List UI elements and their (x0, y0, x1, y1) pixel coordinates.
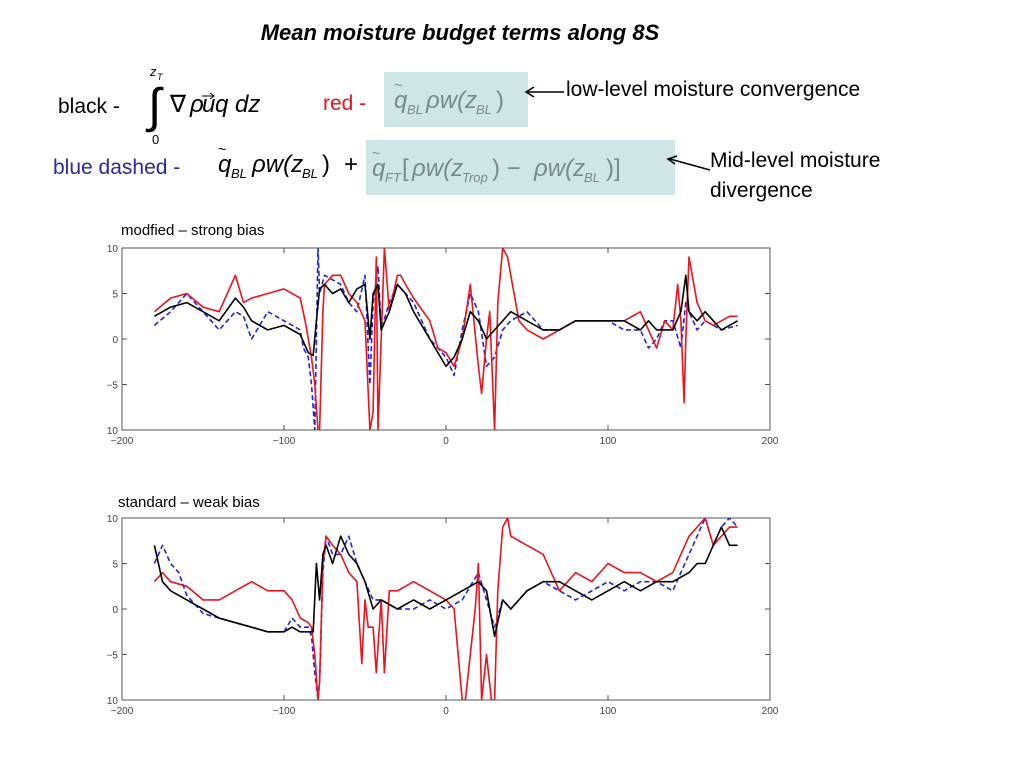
svg-text:∫: ∫ (145, 80, 164, 133)
svg-text:q: q (394, 87, 408, 114)
series-red-line (153, 248, 738, 430)
svg-text:0: 0 (152, 132, 159, 146)
mid-level-note: Mid-level moisture divergence (710, 149, 881, 202)
x-tick-label: 200 (762, 436, 779, 447)
arrow-icon (666, 155, 711, 171)
y-tick-label: 10 (107, 244, 119, 255)
arrow-icon (524, 86, 564, 98)
plot-frame (121, 247, 771, 431)
svg-text:ρw(z: ρw(z (251, 151, 303, 178)
svg-text:q dz: q dz (215, 91, 260, 118)
y-tick-label: 10 (107, 696, 119, 707)
svg-text:ρ: ρ (189, 91, 204, 118)
svg-text:q: q (372, 155, 386, 182)
svg-text:BL: BL (231, 166, 247, 181)
svg-text:~: ~ (218, 141, 226, 157)
equation-blue-part1: q ~ BL ρw(z BL ) + (218, 141, 358, 181)
series-black-line (153, 526, 738, 638)
svg-text:BL: BL (407, 102, 423, 117)
y-tick-label: −5 (107, 381, 119, 392)
legend-black-label: black - (58, 95, 120, 118)
equation-blue-box: q ~ FT [ ρw(z Trop ) − ρw(z BL )] (366, 140, 675, 195)
page-title: Mean moisture budget terms along 8S (260, 20, 660, 45)
equation-red-box: q ~ BL ρw(z BL ) (384, 72, 528, 127)
y-tick-label: 0 (112, 335, 118, 346)
series-blue-line (153, 248, 738, 430)
svg-text:q: q (218, 151, 232, 178)
x-tick-label: −200 (111, 436, 134, 447)
plot-frame (121, 517, 771, 701)
x-tick-label: −100 (273, 706, 296, 717)
low-level-note: low-level moisture convergence (566, 78, 861, 101)
chart-1-title: modfied – strong bias (121, 222, 265, 239)
svg-text:Trop: Trop (462, 170, 488, 185)
svg-text:ρw(z: ρw(z (425, 87, 477, 114)
svg-text:): ) (322, 151, 330, 178)
y-tick-label: 10 (107, 514, 119, 525)
svg-text:[: [ (402, 155, 409, 182)
svg-text:~: ~ (394, 77, 402, 93)
y-tick-label: 10 (107, 426, 119, 437)
y-tick-label: 0 (112, 605, 118, 616)
svg-text:+: + (344, 151, 358, 178)
svg-text:z: z (149, 64, 157, 79)
x-tick-label: 200 (762, 706, 779, 717)
equation-black: z T ∫ 0 ∇ ρ u q dz (145, 64, 260, 146)
chart-strong-bias: −200 −100 0 100 200 10 5 0 −5 10 (107, 244, 779, 447)
series-red-line (153, 518, 738, 700)
svg-text:) −: ) − (492, 155, 521, 182)
svg-text:~: ~ (372, 145, 380, 161)
legend-red-label: red - (323, 92, 367, 115)
svg-text:ρw(z: ρw(z (411, 155, 463, 182)
y-tick-label: 5 (112, 290, 118, 301)
x-tick-label: 100 (600, 436, 617, 447)
series-black-line (154, 274, 738, 368)
x-tick-label: 0 (443, 436, 449, 447)
y-tick-label: 5 (112, 560, 118, 571)
y-tick-label: −5 (107, 651, 119, 662)
x-tick-label: −100 (273, 436, 296, 447)
svg-text:FT: FT (385, 170, 402, 185)
svg-text:BL: BL (476, 102, 492, 117)
svg-text:T: T (157, 72, 164, 82)
svg-text:): ) (496, 87, 504, 114)
svg-text:ρw(z: ρw(z (533, 155, 585, 182)
svg-text:∇: ∇ (169, 91, 187, 118)
x-tick-label: 100 (600, 706, 617, 717)
svg-text:)]: )] (606, 155, 621, 182)
svg-text:BL: BL (584, 170, 600, 185)
x-tick-label: −200 (111, 706, 134, 717)
chart-2-title: standard – weak bias (118, 494, 260, 511)
legend-blue-label: blue dashed - (53, 156, 181, 179)
svg-text:BL: BL (302, 166, 318, 181)
series-blue-line (153, 518, 739, 700)
chart-weak-bias: −200 −100 0 100 200 10 5 0 −5 10 (107, 514, 779, 717)
x-tick-label: 0 (443, 706, 449, 717)
